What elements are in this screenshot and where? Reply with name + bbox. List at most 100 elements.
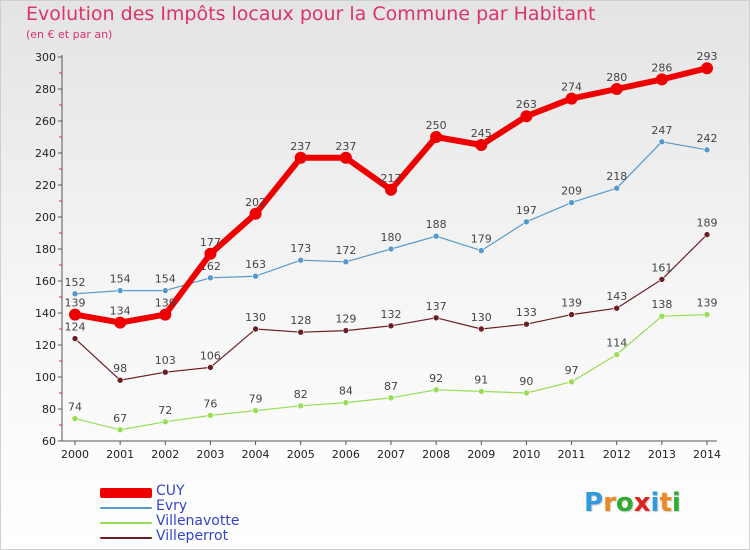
data-point-villeperrot	[613, 304, 621, 312]
data-point-villenavotte	[568, 378, 575, 386]
data-point-villeperrot	[568, 311, 575, 318]
data-label-cuy: 274	[561, 81, 582, 94]
data-label-evry: 180	[381, 231, 402, 244]
legend-label-evry: Evry	[156, 498, 188, 514]
data-point-cuy	[159, 308, 172, 321]
data-point-villenavotte	[432, 386, 440, 394]
data-label-villenavotte: 82	[294, 388, 308, 401]
data-point-evry	[568, 199, 575, 206]
x-tick-label: 2011	[558, 448, 586, 461]
data-point-villeperrot	[387, 322, 395, 330]
data-point-cuy	[69, 308, 81, 321]
data-label-cuy: 139	[65, 297, 86, 310]
data-label-cuy: 293	[697, 50, 718, 63]
data-point-cuy	[249, 207, 262, 220]
data-point-villenavotte	[161, 418, 169, 426]
data-point-evry	[116, 287, 124, 294]
x-tick-label: 2012	[603, 448, 631, 461]
y-tick-label: 180	[35, 243, 56, 256]
x-tick-label: 2008	[422, 448, 450, 461]
data-label-villeperrot: 130	[245, 311, 266, 324]
data-label-villeperrot: 129	[335, 313, 356, 326]
legend-swatch-villenavotte	[100, 522, 152, 524]
data-point-evry	[703, 146, 711, 154]
logo-letter: x	[633, 488, 651, 518]
logo-letter: o	[615, 488, 634, 518]
data-point-villenavotte	[116, 426, 124, 434]
data-label-villenavotte: 138	[651, 298, 672, 311]
data-label-villeperrot: 130	[471, 311, 492, 324]
y-tick-label: 200	[35, 211, 56, 224]
data-point-villenavotte	[387, 394, 395, 402]
data-label-evry: 188	[426, 218, 447, 231]
data-point-villenavotte	[523, 389, 530, 397]
data-label-villeperrot: 128	[290, 314, 311, 327]
data-point-villeperrot	[477, 325, 485, 333]
data-label-cuy: 250	[426, 119, 447, 132]
data-point-villenavotte	[342, 399, 350, 406]
y-tick-label: 300	[35, 51, 56, 64]
data-point-evry	[297, 256, 305, 264]
data-point-evry	[432, 232, 440, 240]
data-label-evry: 172	[335, 244, 356, 257]
data-label-villenavotte: 79	[249, 393, 263, 406]
data-point-villenavotte	[71, 415, 79, 422]
data-label-cuy: 177	[200, 236, 221, 249]
data-label-evry: 242	[697, 132, 718, 145]
data-label-evry: 218	[606, 170, 627, 183]
data-label-villeperrot: 137	[426, 300, 447, 313]
data-point-villeperrot	[252, 325, 259, 333]
data-label-evry: 247	[651, 124, 672, 137]
data-label-cuy: 139	[155, 297, 176, 310]
data-label-villenavotte: 97	[565, 364, 579, 377]
data-label-villeperrot: 124	[65, 321, 86, 334]
data-label-villenavotte: 72	[158, 404, 172, 417]
data-point-cuy	[610, 83, 623, 95]
y-tick-label: 160	[35, 275, 56, 288]
y-tick-label: 140	[35, 307, 56, 320]
y-tick-label: 60	[42, 435, 56, 448]
data-point-evry	[613, 184, 621, 192]
data-label-villenavotte: 74	[68, 401, 82, 414]
x-tick-label: 2003	[196, 448, 224, 461]
data-point-evry	[658, 138, 666, 146]
data-point-evry	[342, 258, 350, 266]
data-label-cuy: 237	[335, 140, 356, 153]
data-label-evry: 152	[65, 276, 86, 289]
data-point-villeperrot	[703, 231, 711, 238]
data-label-evry: 154	[110, 273, 131, 286]
data-point-cuy	[565, 92, 578, 105]
logo-letter: i	[671, 488, 681, 518]
data-label-villenavotte: 84	[339, 385, 353, 398]
data-point-evry	[387, 245, 395, 253]
data-point-villeperrot	[297, 328, 305, 336]
logo-letter: i	[650, 488, 660, 518]
series-line-evry	[74, 141, 708, 295]
x-tick-label: 2013	[648, 448, 676, 461]
data-point-villenavotte	[297, 402, 305, 410]
data-point-villenavotte	[477, 388, 485, 395]
data-point-villeperrot	[523, 320, 530, 328]
data-point-villenavotte	[703, 311, 711, 318]
data-point-cuy	[430, 131, 443, 143]
data-point-villeperrot	[161, 368, 169, 376]
y-tick-label: 240	[35, 147, 56, 160]
x-tick-label: 2000	[61, 448, 89, 461]
data-label-villenavotte: 90	[519, 375, 533, 388]
legend-swatch-villeperrot	[100, 537, 152, 539]
data-label-villenavotte: 114	[606, 337, 627, 350]
data-label-evry: 197	[516, 204, 537, 217]
y-tick-label: 280	[35, 83, 56, 96]
proxiti-logo: Proxiti	[584, 488, 681, 518]
data-label-cuy: 286	[651, 61, 672, 74]
x-tick-label: 2007	[377, 448, 405, 461]
x-tick-label: 2004	[242, 448, 270, 461]
data-point-cuy	[701, 62, 713, 75]
data-point-villeperrot	[116, 376, 124, 384]
y-tick-label: 220	[35, 179, 56, 192]
data-label-villeperrot: 139	[561, 297, 582, 310]
data-point-villeperrot	[71, 335, 79, 342]
data-point-evry	[161, 287, 169, 294]
x-tick-label: 2001	[106, 448, 134, 461]
